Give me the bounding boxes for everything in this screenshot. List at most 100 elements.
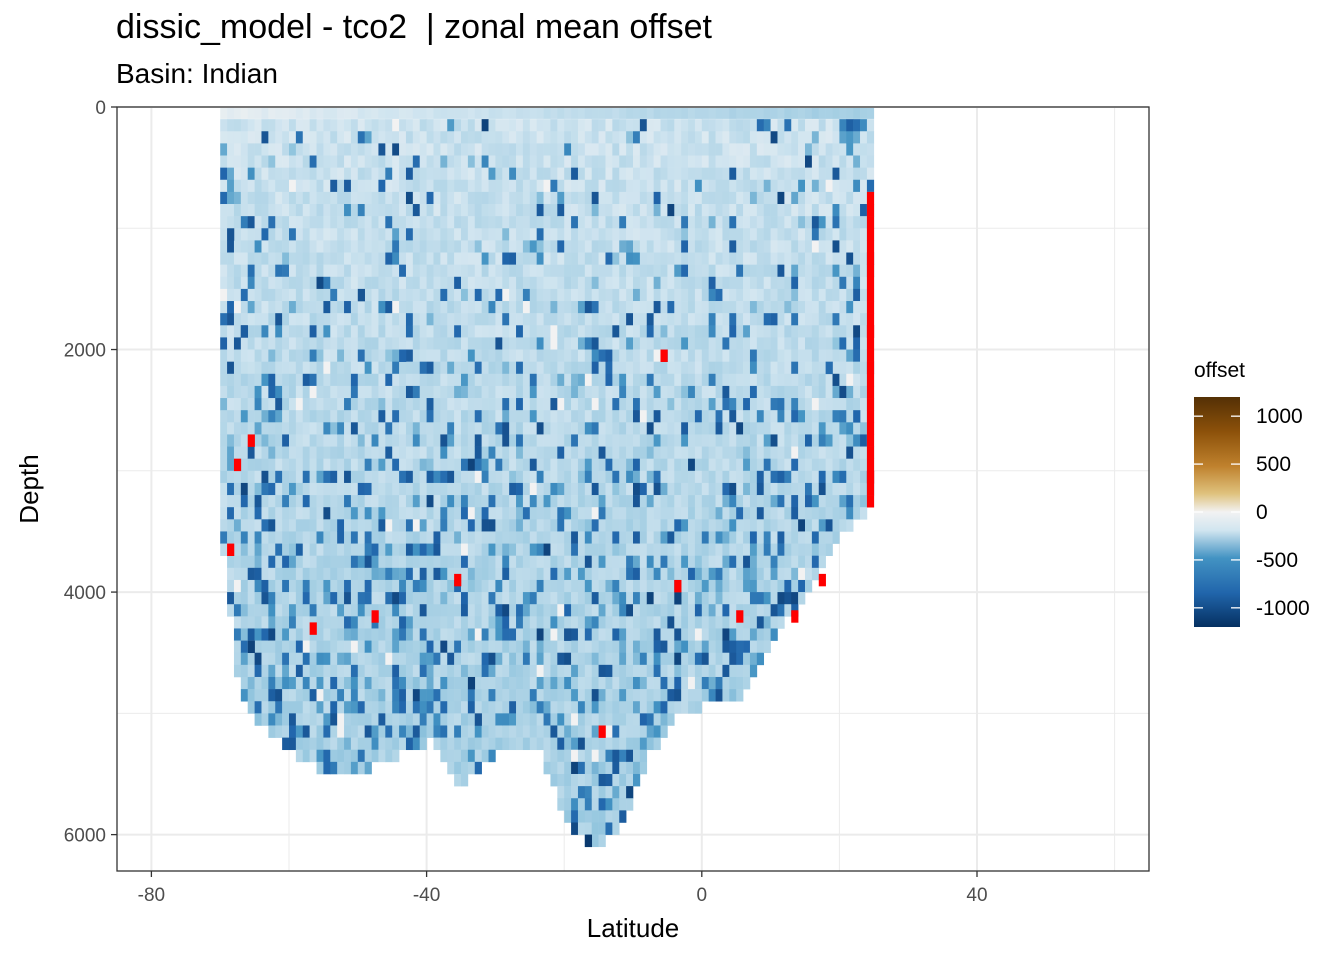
heatmap-cell bbox=[481, 313, 489, 326]
heatmap-cell bbox=[254, 373, 262, 387]
heatmap-cell bbox=[715, 555, 723, 569]
heatmap-cell bbox=[522, 458, 531, 472]
heatmap-cell bbox=[770, 616, 778, 629]
heatmap-cell bbox=[729, 288, 737, 302]
heatmap-cell bbox=[811, 495, 820, 508]
heatmap-cell bbox=[302, 482, 310, 496]
heatmap-cell bbox=[674, 434, 682, 447]
heatmap-cell bbox=[378, 713, 386, 726]
heatmap-cell bbox=[412, 470, 421, 484]
heatmap-cell bbox=[240, 325, 249, 338]
heatmap-cell bbox=[577, 822, 586, 835]
heatmap-cell bbox=[626, 288, 634, 302]
heatmap-cell bbox=[619, 240, 627, 253]
heatmap-cell bbox=[791, 531, 799, 544]
heatmap-cell bbox=[302, 288, 310, 302]
heatmap-cell bbox=[564, 737, 572, 751]
heatmap-cell bbox=[805, 373, 813, 387]
heatmap-cell bbox=[220, 458, 228, 472]
heatmap-cell bbox=[309, 398, 317, 411]
heatmap-cell bbox=[674, 361, 682, 375]
heatmap-cell bbox=[247, 482, 255, 496]
heatmap-cell bbox=[481, 567, 489, 581]
heatmap-cell bbox=[309, 240, 317, 253]
heatmap-cell bbox=[550, 240, 558, 253]
heatmap-cell bbox=[440, 531, 448, 544]
heatmap-cell bbox=[749, 252, 758, 265]
heatmap-cell bbox=[557, 313, 565, 326]
heatmap-cell bbox=[509, 228, 517, 241]
heatmap-cell bbox=[557, 410, 565, 423]
heatmap-cell bbox=[516, 398, 524, 411]
heatmap-cell bbox=[247, 252, 255, 265]
heatmap-cell bbox=[282, 252, 290, 265]
heatmap-cell bbox=[825, 495, 833, 508]
heatmap-cell bbox=[371, 628, 379, 641]
heatmap-cell bbox=[364, 119, 372, 132]
heatmap-cell bbox=[323, 410, 331, 423]
heatmap-cell bbox=[729, 507, 737, 520]
heatmap-cell bbox=[612, 179, 620, 193]
heatmap-cell bbox=[495, 676, 503, 690]
heatmap-cell bbox=[667, 446, 675, 459]
heatmap-cell bbox=[488, 373, 496, 387]
heatmap-cell bbox=[323, 143, 331, 156]
heatmap-cell bbox=[357, 228, 365, 241]
heatmap-cell bbox=[233, 204, 242, 217]
heatmap-cell bbox=[584, 798, 593, 811]
heatmap-cell bbox=[481, 652, 489, 666]
heatmap-cell bbox=[337, 567, 345, 581]
heatmap-cell bbox=[825, 167, 833, 181]
heatmap-cell bbox=[832, 264, 840, 278]
heatmap-cell bbox=[853, 422, 861, 435]
heatmap-cell bbox=[770, 604, 778, 617]
heatmap-cell bbox=[667, 664, 675, 678]
heatmap-cell bbox=[275, 567, 283, 581]
heatmap-cell bbox=[667, 288, 675, 302]
heatmap-cell bbox=[295, 325, 304, 338]
heatmap-cell bbox=[564, 616, 572, 629]
heatmap-cell bbox=[653, 349, 661, 362]
heatmap-cell bbox=[784, 592, 792, 605]
heatmap-cell bbox=[694, 531, 703, 544]
heatmap-cell bbox=[701, 349, 709, 362]
heatmap-cell bbox=[577, 713, 586, 726]
heatmap-cell bbox=[282, 701, 290, 714]
heatmap-cell bbox=[619, 143, 627, 156]
heatmap-cell bbox=[481, 664, 489, 678]
heatmap-cell bbox=[571, 507, 579, 520]
heatmap-cell bbox=[337, 749, 345, 763]
heatmap-cell bbox=[433, 119, 441, 132]
heatmap-cell bbox=[591, 276, 599, 290]
heatmap-cell bbox=[254, 167, 262, 181]
heatmap-cell bbox=[743, 410, 751, 423]
heatmap-cell bbox=[440, 216, 448, 229]
heatmap-cell bbox=[584, 470, 593, 484]
heatmap-cell bbox=[502, 252, 510, 265]
heatmap-cell bbox=[419, 567, 427, 581]
heatmap-cell bbox=[289, 155, 297, 168]
heatmap-cell bbox=[756, 191, 765, 205]
heatmap-cell bbox=[419, 155, 427, 168]
heatmap-cell bbox=[323, 519, 331, 532]
heatmap-cell bbox=[557, 567, 565, 581]
heatmap-cell bbox=[612, 264, 620, 278]
heatmap-cell bbox=[399, 689, 407, 702]
heatmap-cell bbox=[591, 604, 599, 617]
heatmap-cell bbox=[550, 313, 558, 326]
heatmap-cell bbox=[681, 131, 689, 144]
heatmap-cell bbox=[694, 119, 703, 132]
heatmap-cell bbox=[323, 434, 331, 447]
heatmap-cell bbox=[550, 701, 558, 714]
heatmap-cell bbox=[591, 349, 599, 362]
heatmap-cell bbox=[481, 689, 489, 702]
heatmap-cell bbox=[763, 191, 771, 205]
heatmap-cell bbox=[798, 179, 806, 193]
heatmap-cell bbox=[798, 592, 806, 605]
heatmap-cell bbox=[543, 434, 551, 447]
heatmap-cell bbox=[577, 749, 586, 763]
heatmap-cell bbox=[818, 167, 826, 181]
heatmap-cell bbox=[254, 337, 262, 350]
heatmap-cell bbox=[736, 337, 744, 350]
heatmap-cell bbox=[715, 143, 723, 156]
